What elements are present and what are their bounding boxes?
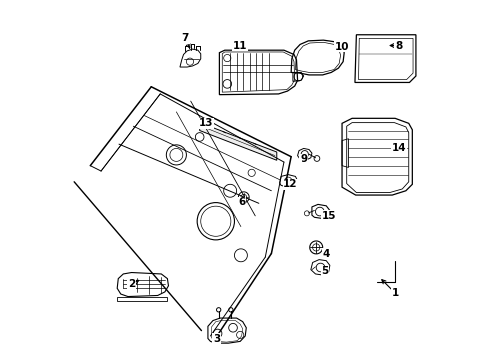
- Text: 14: 14: [390, 143, 405, 153]
- Text: 11: 11: [232, 41, 247, 50]
- Text: 7: 7: [181, 33, 189, 43]
- Polygon shape: [199, 123, 276, 160]
- Text: 3: 3: [212, 333, 220, 343]
- Text: 5: 5: [321, 266, 328, 276]
- Text: 1: 1: [391, 288, 398, 298]
- Text: 12: 12: [283, 179, 297, 189]
- Text: 4: 4: [322, 248, 329, 258]
- Text: 10: 10: [334, 42, 348, 51]
- Text: 9: 9: [300, 154, 306, 164]
- Text: 2: 2: [128, 279, 135, 289]
- Text: 6: 6: [238, 197, 245, 207]
- Text: 13: 13: [198, 118, 213, 128]
- Text: 15: 15: [321, 211, 335, 221]
- Text: 8: 8: [394, 41, 402, 50]
